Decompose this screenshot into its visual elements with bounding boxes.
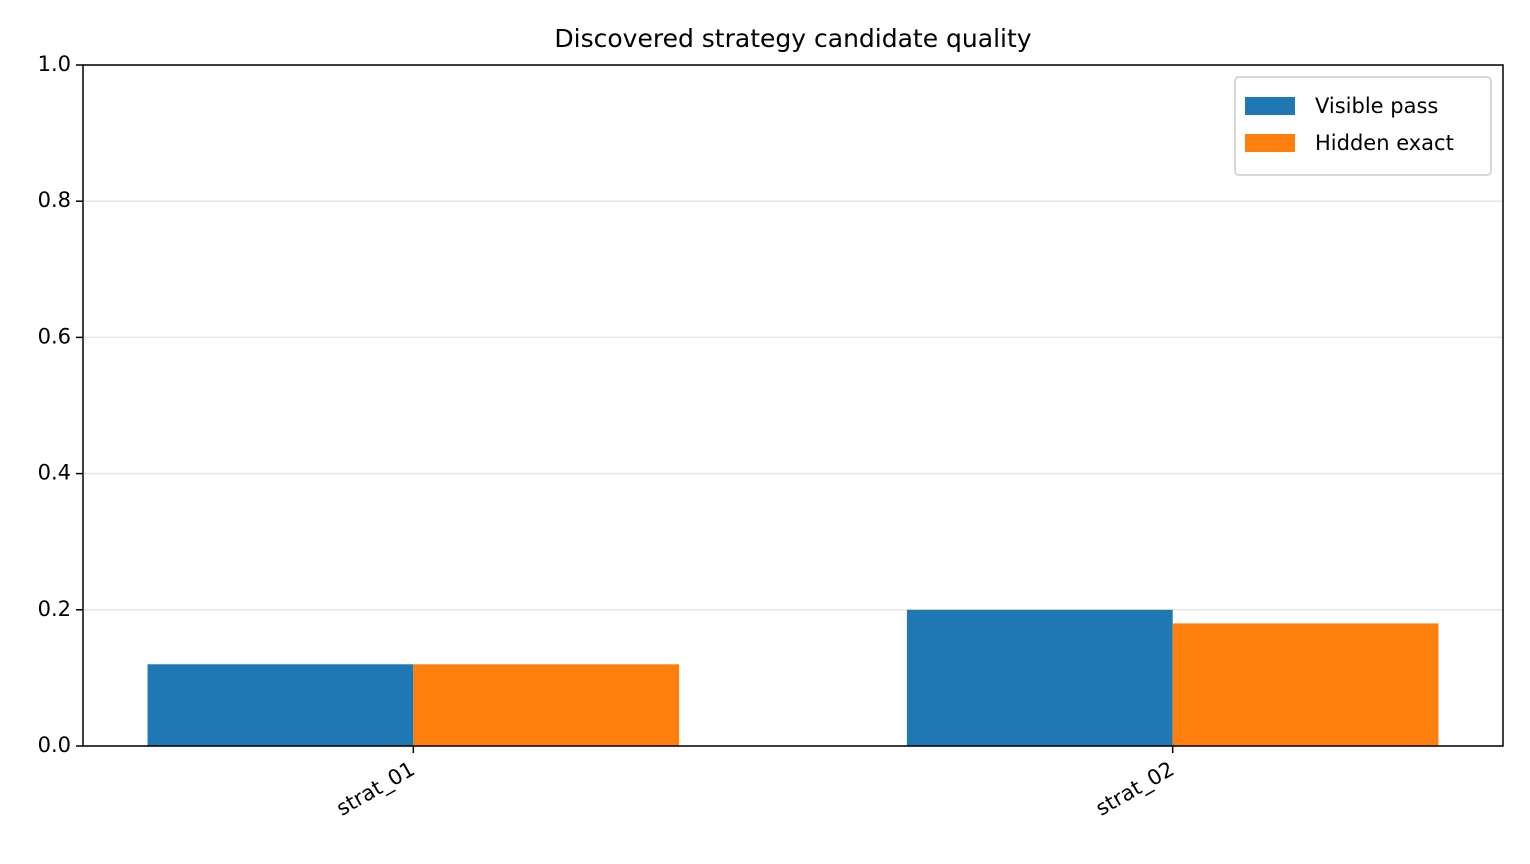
- legend-swatch: [1245, 97, 1295, 115]
- chart-title: Discovered strategy candidate quality: [554, 24, 1031, 53]
- legend-swatch: [1245, 134, 1295, 152]
- y-tick-label: 0.6: [38, 324, 71, 348]
- y-tick-label: 0.2: [38, 597, 71, 621]
- y-tick-label: 1.0: [38, 52, 71, 76]
- bar: [1172, 623, 1439, 746]
- bar: [413, 664, 680, 746]
- plot-frame: [82, 64, 1504, 747]
- legend-label: Visible pass: [1315, 94, 1438, 118]
- legend-frame: [1234, 76, 1492, 176]
- y-tick-label: 0.4: [38, 461, 71, 485]
- legend-label: Hidden exact: [1315, 131, 1454, 155]
- bar: [147, 664, 414, 746]
- y-tick-label: 0.8: [38, 188, 71, 212]
- bar: [906, 609, 1173, 746]
- y-tick-label: 0.0: [38, 733, 71, 757]
